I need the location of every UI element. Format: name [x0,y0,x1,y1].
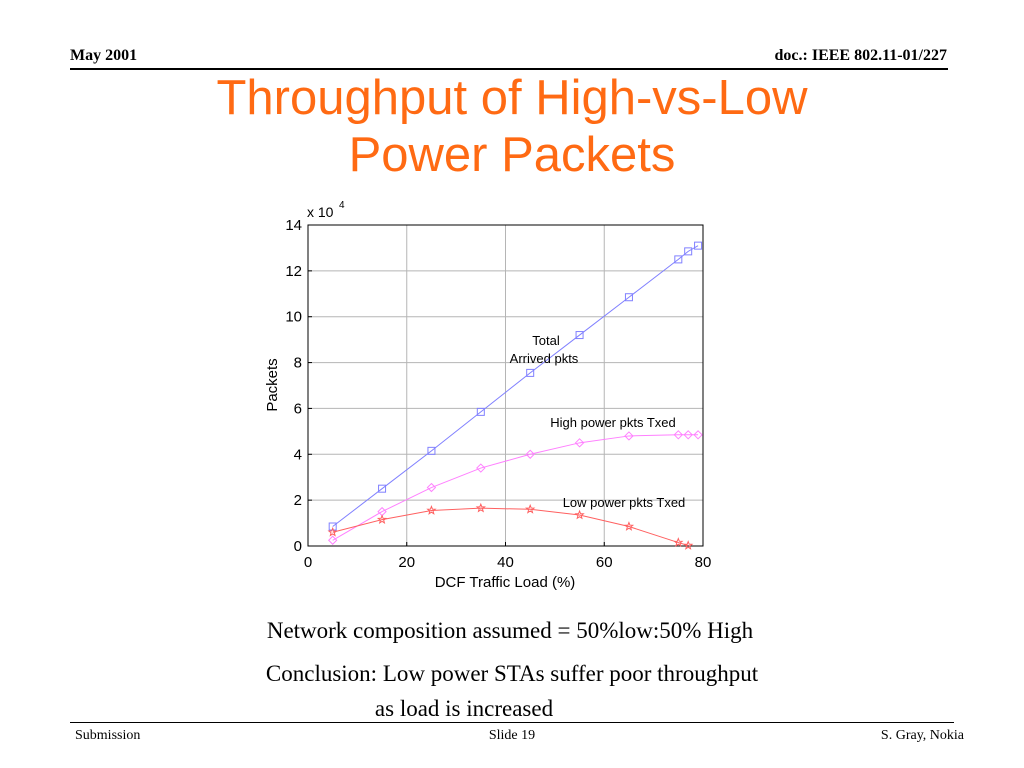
data-point-low [673,537,684,547]
data-point-low [574,509,585,520]
x-tick-label: 60 [596,554,613,571]
header-doc-id: doc.: IEEE 802.11-01/227 [774,47,947,64]
x-tick-label: 0 [304,554,312,571]
throughput-chart: 0 20 40 60 80 0 2 4 6 8 10 12 14 x 10 4 Packets DCF … [250,195,730,600]
series-line-total [332,245,699,527]
data-point-low [525,503,536,514]
chart-svg: 0 20 40 60 80 0 2 4 6 8 10 12 14 x 10 4 Packets DCF … [264,200,712,591]
y-axis-label: Packets [264,358,281,411]
footer-author: S. Gray, Nokia [880,728,964,743]
data-point-high [525,449,535,459]
network-composition-text: Network composition assumed = 50%low:50%… [266,618,754,643]
y-tick-label: 8 [294,355,302,372]
data-point-total [694,241,703,250]
x-tick-label: 20 [398,554,415,571]
series-line-low [332,507,689,547]
data-point-total [674,255,683,264]
series-line-high [332,434,699,541]
data-point-low [327,526,338,537]
y-multiplier: x 10 [307,204,334,220]
slide-title-line-1: Throughput of High-vs-Low [216,71,808,125]
data-point-total [328,522,337,531]
y-tick-label: 12 [285,263,302,280]
header-date: May 2001 [70,47,138,64]
y-tick-label: 14 [285,217,302,234]
data-point-high [683,430,693,440]
data-point-total [624,293,633,302]
data-point-total [476,407,485,416]
header-divider [70,68,948,70]
data-point-high [693,430,703,440]
data-point-high [327,535,338,545]
conclusion-text-line-1: Conclusion: Low power STAs suffer poor t… [265,661,759,686]
data-point-total [427,446,436,455]
data-point-high [476,463,486,473]
conclusion-text-line-2: as load is increased [374,696,554,721]
footer-submission: Submission [75,728,141,743]
x-axis-label: DCF Traffic Load (%) [435,574,576,591]
data-point-high [624,431,634,441]
x-tick-label: 40 [497,554,514,571]
footer-divider [70,722,954,723]
data-point-high [574,438,585,448]
data-point-low [376,514,388,525]
data-point-low [683,540,694,550]
data-point-total [684,247,693,256]
data-point-low [475,502,486,513]
annotation-total-line-1: Total [532,333,560,348]
y-tick-label: 0 [294,538,302,555]
slide-title-line-2: Power Packets [348,128,676,182]
y-tick-label: 6 [294,400,302,417]
data-point-low [426,505,437,515]
x-tick-label: 80 [695,554,712,571]
y-multiplier-exponent: 4 [339,200,345,211]
y-tick-label: 10 [285,309,302,326]
annotation-total-line-2: Arrived pkts [510,351,579,366]
data-point-high [673,430,684,440]
annotation-high-power: High power pkts Txed [550,415,676,430]
slide-title: Throughput of High-vs-Low Power Packets [0,70,1024,184]
data-point-total [378,484,387,493]
footer-slide-number: Slide 19 [488,728,536,743]
y-tick-label: 4 [294,446,302,463]
data-point-high [426,482,437,493]
data-point-total [526,368,535,377]
y-tick-label: 2 [294,492,302,509]
annotation-low-power: Low power pkts Txed [563,495,686,510]
data-point-low [623,521,635,531]
data-point-total [575,331,584,340]
